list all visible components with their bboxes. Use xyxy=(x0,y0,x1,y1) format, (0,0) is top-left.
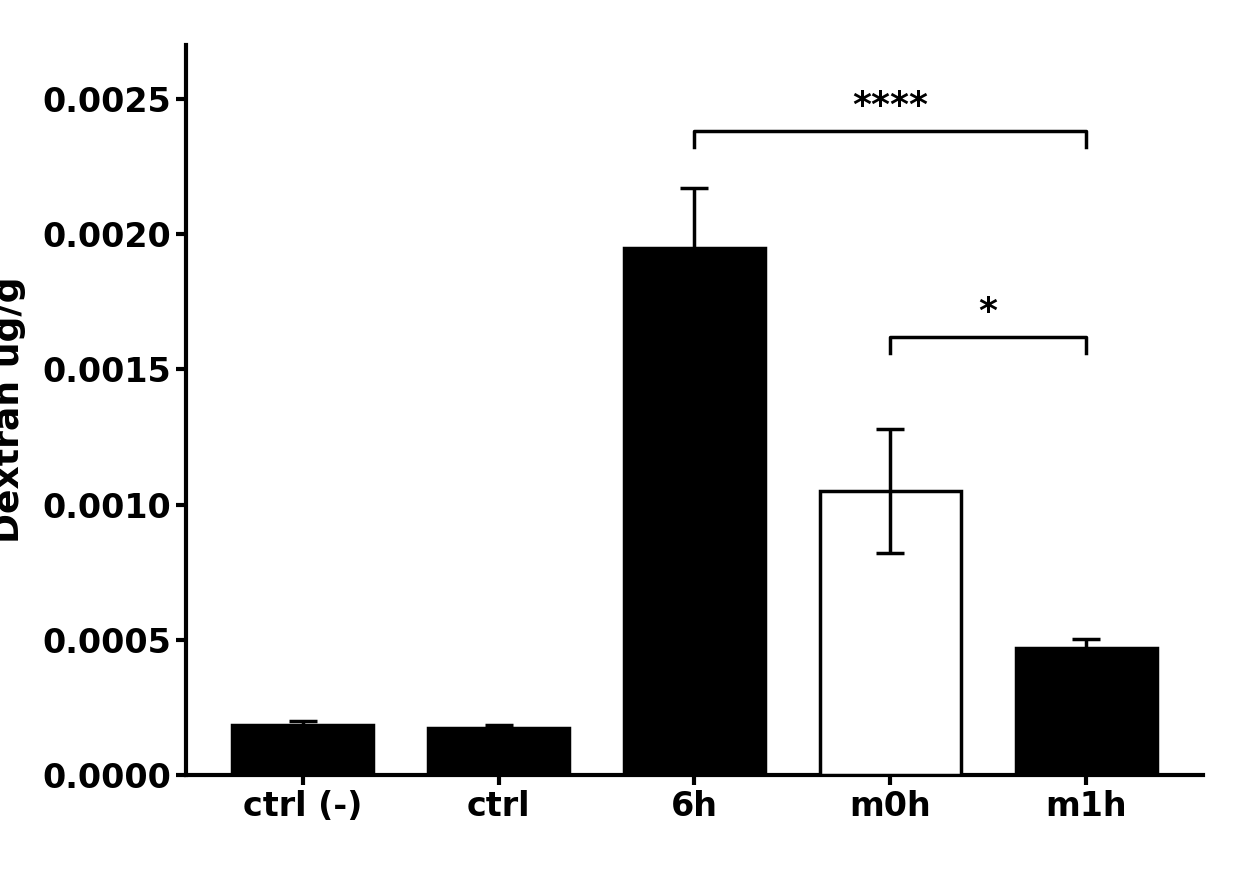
Bar xyxy=(820,491,961,775)
Bar xyxy=(428,728,569,775)
Text: *: * xyxy=(978,295,998,329)
Text: ****: **** xyxy=(852,89,929,123)
Bar xyxy=(232,725,373,775)
Y-axis label: Dextran ug/g: Dextran ug/g xyxy=(0,276,26,544)
Bar xyxy=(624,248,765,775)
Bar xyxy=(1016,648,1157,775)
